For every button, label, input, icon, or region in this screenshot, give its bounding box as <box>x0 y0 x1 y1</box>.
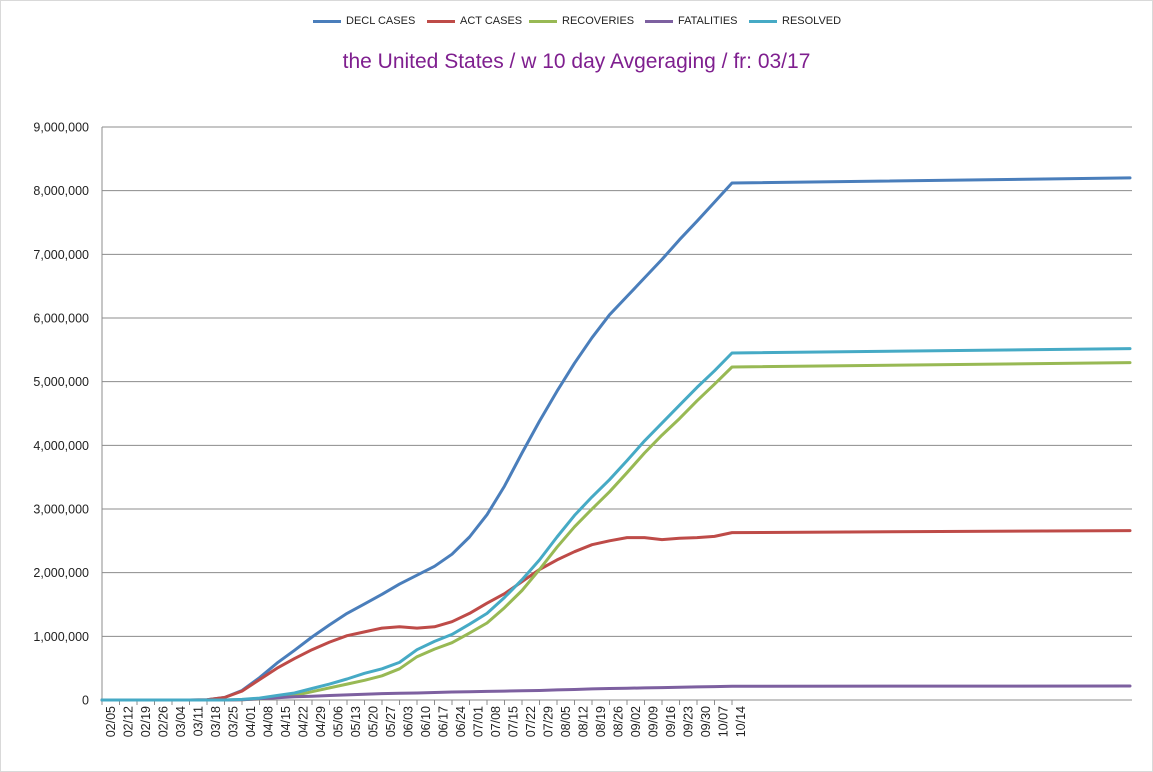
x-tick-label: 04/22 <box>296 706 310 737</box>
x-tick-label: 09/09 <box>646 706 660 737</box>
y-tick-label: 6,000,000 <box>33 312 89 326</box>
x-tick-label: 07/22 <box>524 706 538 737</box>
legend-label: DECL CASES <box>346 15 416 27</box>
legend-item: ACT CASES <box>427 12 522 30</box>
x-tick-label: 03/11 <box>191 706 205 736</box>
x-tick-label: 02/19 <box>139 706 153 737</box>
x-tick-label: 10/14 <box>734 706 748 737</box>
y-tick-label: 2,000,000 <box>33 566 89 580</box>
x-tick-label: 09/16 <box>664 706 678 737</box>
legend-swatch <box>313 19 341 23</box>
y-tick-label: 1,000,000 <box>33 630 89 644</box>
chart-title: the United States / w 10 day Avgeraging … <box>342 50 811 73</box>
legend-swatch <box>529 19 557 23</box>
x-tick-label: 07/29 <box>541 706 555 737</box>
legend-swatch <box>645 19 673 23</box>
axes <box>101 127 1132 705</box>
legend-label: FATALITIES <box>678 15 738 27</box>
x-tick-label: 02/05 <box>104 706 118 737</box>
x-tick-label: 05/06 <box>331 706 345 737</box>
legend-label: RECOVERIES <box>562 15 635 27</box>
y-tick-label: 7,000,000 <box>33 248 89 262</box>
legend-item: RECOVERIES <box>529 12 634 30</box>
series-line-decl-cases <box>100 176 1132 702</box>
x-tick-label: 08/26 <box>611 706 625 737</box>
x-tick-label: 09/02 <box>629 706 643 737</box>
y-tick-label: 5,000,000 <box>33 375 89 389</box>
x-tick-label: 07/08 <box>489 706 503 737</box>
x-tick-label: 07/01 <box>471 706 485 737</box>
x-tick-label: 06/24 <box>454 706 468 737</box>
x-tick-label: 09/30 <box>699 706 713 737</box>
x-tick-label: 08/19 <box>594 706 608 737</box>
x-tick-label: 05/27 <box>384 706 398 737</box>
x-tick-label: 10/07 <box>716 706 730 737</box>
x-tick-label: 06/17 <box>436 706 450 737</box>
y-tick-label: 0 <box>82 694 89 708</box>
x-tick-label: 06/03 <box>401 706 415 737</box>
y-tick-label: 8,000,000 <box>33 184 89 198</box>
x-tick-label: 07/15 <box>506 706 520 737</box>
y-tick-label: 4,000,000 <box>33 439 89 453</box>
grid-lines <box>102 126 1132 637</box>
series-line-resolved <box>100 347 1132 702</box>
legend-swatch <box>427 19 455 23</box>
legend-item: RESOLVED <box>749 12 841 30</box>
legend-swatch <box>749 19 777 23</box>
x-tick-label: 06/10 <box>419 706 433 737</box>
x-tick-label: 02/26 <box>156 706 170 737</box>
y-tick-label: 9,000,000 <box>33 121 89 135</box>
x-tick-label: 04/29 <box>314 706 328 737</box>
x-tick-label: 03/04 <box>174 706 188 737</box>
legend-item: FATALITIES <box>645 12 738 30</box>
x-tick-label: 09/23 <box>681 706 695 737</box>
x-tick-label: 04/01 <box>244 706 258 737</box>
x-tick-label: 03/25 <box>226 706 240 737</box>
series-line-act-cases <box>100 529 1132 702</box>
chart-legend: DECL CASES ACT CASES RECOVERIES FATALITIES R… <box>0 12 1153 30</box>
x-tick-label: 05/13 <box>349 706 363 737</box>
legend-label: ACT CASES <box>460 15 523 27</box>
x-tick-label: 08/12 <box>576 706 590 737</box>
series-lines <box>100 176 1132 702</box>
tick-labels: 0 1,000,000 2,000,000 3,000,000 4,000,000 5,0… <box>33 121 747 738</box>
legend-item: DECL CASES <box>313 12 415 30</box>
x-tick-label: 03/18 <box>209 706 223 737</box>
x-tick-label: 04/08 <box>261 706 275 737</box>
legend-label: RESOLVED <box>782 15 842 27</box>
x-tick-label: 05/20 <box>366 706 380 737</box>
y-tick-label: 3,000,000 <box>33 503 89 517</box>
x-tick-label: 04/15 <box>279 706 293 737</box>
x-tick-label: 02/12 <box>121 706 135 737</box>
x-tick-label: 08/05 <box>559 706 573 737</box>
